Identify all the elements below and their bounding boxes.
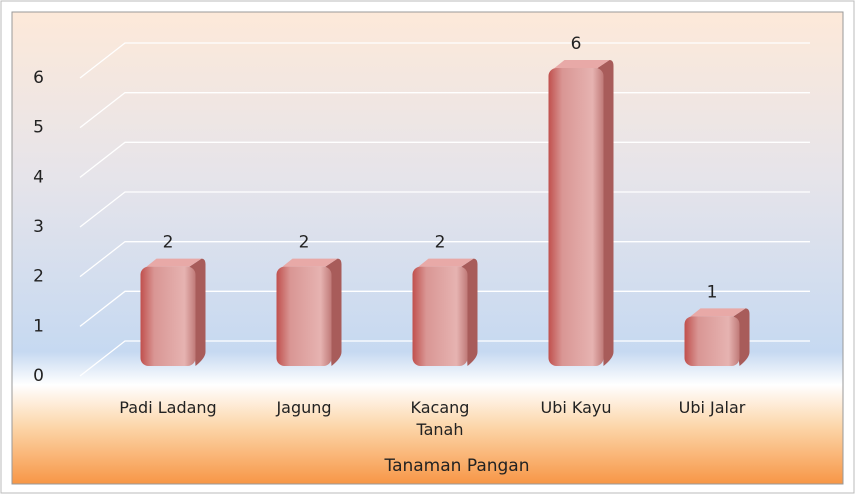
data-label: 6	[571, 34, 582, 54]
bar	[684, 308, 750, 366]
y-tick-label: 5	[33, 118, 44, 138]
x-tick-label: Ubi Jalar	[678, 398, 746, 417]
bar	[276, 258, 342, 366]
bar-front	[412, 266, 468, 366]
grid-line	[79, 42, 810, 79]
bar-top	[282, 258, 338, 267]
bar	[548, 60, 614, 366]
x-tick-label: Padi Ladang	[119, 398, 217, 417]
y-tick-label: 2	[33, 267, 44, 287]
data-label: 2	[163, 233, 174, 253]
bar-front	[140, 266, 196, 366]
bar-top	[690, 308, 746, 317]
y-tick-label: 1	[33, 316, 44, 336]
y-tick-label: 0	[33, 366, 44, 386]
bar-front	[276, 266, 332, 366]
x-tick-label: Kacang Tanah	[410, 398, 470, 439]
bar-front	[548, 68, 604, 366]
bar-top	[418, 258, 474, 267]
y-tick-label: 4	[33, 167, 44, 187]
y-tick-label: 3	[33, 217, 44, 237]
bar-top	[146, 258, 202, 267]
bar-front	[684, 316, 740, 366]
data-label: 2	[299, 233, 310, 253]
x-axis-title: Tanaman Pangan	[384, 456, 530, 476]
x-tick-label: Jagung	[276, 398, 332, 417]
y-tick-label: 6	[33, 68, 44, 88]
bar	[412, 258, 478, 366]
x-tick-label: Ubi Kayu	[540, 398, 612, 417]
data-label: 2	[435, 233, 446, 253]
data-label: 1	[707, 282, 718, 302]
plot-background	[11, 11, 844, 485]
bar-top	[554, 60, 610, 68]
bar	[140, 258, 206, 366]
